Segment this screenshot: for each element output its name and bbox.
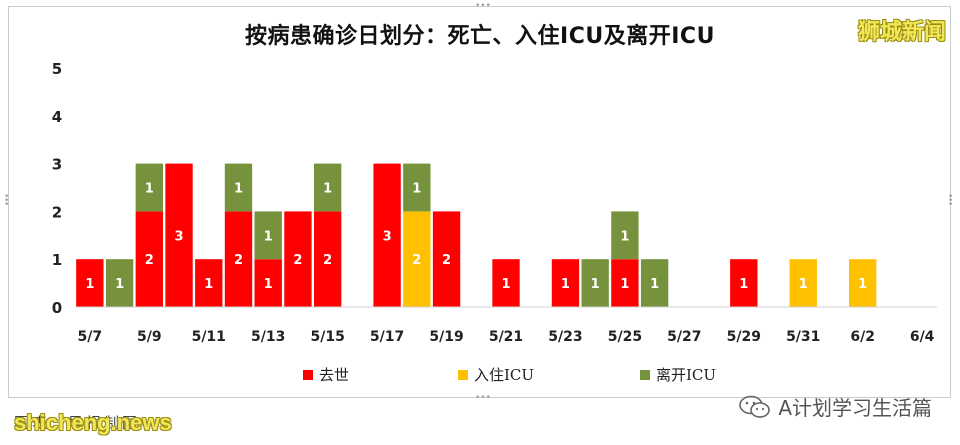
legend-swatch-discharged	[640, 369, 650, 380]
bar-death-5-10	[165, 163, 193, 307]
bar-death-5-23	[551, 259, 580, 307]
y-tick-label: 5	[52, 60, 62, 78]
wechat-icon	[739, 395, 771, 418]
bar-death-5-7	[76, 259, 104, 307]
bar-death-5-11	[195, 259, 223, 307]
data-label-death-5-29: 1	[739, 277, 748, 292]
x-tick-label: 5/11	[192, 329, 226, 345]
legend-label-icu: 入住ICU	[474, 366, 535, 384]
y-tick-label: 2	[52, 203, 62, 221]
x-tick-label: 5/21	[489, 329, 523, 345]
watermark-bottom: shicheng.news	[14, 410, 172, 435]
data-label-death-5-7: 1	[85, 277, 94, 292]
bar-icu-6-2	[849, 259, 877, 307]
x-tick-label: 6/2	[850, 329, 875, 345]
bar-death-5-14	[284, 211, 312, 307]
resize-handle-right[interactable]: • • •	[948, 192, 954, 210]
chart-title: 按病患确诊日划分：死亡、入住ICU及离开ICU	[245, 24, 715, 49]
bar-discharged-5-8	[105, 259, 134, 307]
bar-discharged-5-12	[224, 163, 253, 212]
x-tick-label: 5/7	[78, 329, 103, 345]
legend-swatch-death	[303, 369, 313, 380]
data-label-discharged-5-18: 1	[412, 182, 421, 197]
data-label-death-5-11: 1	[204, 277, 213, 292]
wechat-account-name: A计划学习生活篇	[778, 396, 932, 420]
data-label-discharged-5-13: 1	[264, 229, 273, 244]
bar-death-5-29	[730, 259, 758, 307]
data-label-discharged-5-24: 1	[591, 277, 600, 292]
data-label-death-5-15: 2	[323, 253, 332, 268]
source-note: 图表：早报制图	[14, 414, 141, 432]
bar-discharged-5-24	[581, 259, 609, 307]
wechat-account: A计划学习生活篇	[738, 392, 932, 421]
legend-swatch-icu	[458, 369, 468, 380]
data-label-death-5-23: 1	[561, 277, 570, 292]
y-axis: 0 1 2 3 4 5	[52, 60, 62, 317]
bar-discharged-5-18	[403, 163, 431, 212]
data-label-death-5-12: 2	[234, 253, 243, 268]
data-label-death-5-14: 2	[293, 253, 302, 268]
y-tick-label: 1	[52, 251, 62, 269]
resize-handle-bottom[interactable]: •••	[475, 393, 491, 403]
bar-discharged-5-9	[135, 163, 163, 212]
bar-death-5-9	[135, 211, 163, 307]
data-label-discharged-5-8: 1	[115, 277, 124, 292]
data-label-death-5-9: 2	[145, 253, 154, 268]
chart-frame	[8, 6, 951, 398]
x-tick-label: 5/15	[310, 329, 344, 345]
resize-handle-left[interactable]: • • •	[4, 192, 10, 210]
data-label-death-5-10: 3	[175, 229, 184, 244]
bar-discharged-5-15	[313, 163, 342, 212]
bar-icu-5-31	[789, 259, 817, 307]
bar-discharged-5-26	[640, 259, 669, 307]
legend-label-death: 去世	[319, 366, 350, 384]
bars: 1 1 2 1 3 1 2 1 1 1 2 2 1 3 2 1 2 1 1 1 1 1 1 1 1 1	[76, 163, 877, 307]
y-tick-label: 4	[52, 108, 62, 126]
data-label-icu-5-31: 1	[799, 277, 808, 292]
bar-death-5-13	[254, 259, 282, 307]
legend-item-discharged: 离开ICU	[640, 364, 716, 385]
x-tick-label: 5/9	[137, 329, 162, 345]
legend-label-discharged: 离开ICU	[656, 366, 717, 384]
bar-discharged-5-25	[611, 211, 639, 260]
y-tick-label: 0	[52, 299, 62, 317]
x-tick-label: 5/17	[370, 329, 404, 345]
legend-item-icu: 入住ICU	[458, 364, 534, 385]
x-tick-label: 5/13	[251, 329, 285, 345]
data-label-discharged-5-25: 1	[620, 229, 629, 244]
legend-item-death: 去世	[303, 364, 349, 385]
x-tick-label: 5/27	[667, 329, 701, 345]
x-tick-label: 6/4	[910, 329, 935, 345]
x-tick-label: 5/29	[727, 329, 761, 345]
data-label-death-5-25: 1	[620, 277, 629, 292]
resize-handle-top[interactable]: •••	[475, 1, 491, 11]
bar-death-5-12	[224, 211, 253, 307]
data-label-death-5-19: 2	[442, 253, 451, 268]
x-tick-label: 5/19	[429, 329, 463, 345]
legend: 去世 入住ICU 离开ICU	[0, 364, 960, 384]
data-label-death-5-17: 3	[383, 229, 392, 244]
x-tick-label: 5/25	[608, 329, 642, 345]
bar-death-5-17	[373, 163, 401, 307]
x-tick-label: 5/31	[786, 329, 820, 345]
data-label-discharged-5-26: 1	[650, 277, 659, 292]
data-label-discharged-5-12: 1	[234, 182, 243, 197]
data-label-death-5-13: 1	[264, 277, 273, 292]
bar-discharged-5-13	[254, 211, 282, 260]
data-label-icu-6-2: 1	[858, 277, 867, 292]
x-tick-label: 5/23	[548, 329, 582, 345]
bar-death-5-19	[432, 211, 461, 307]
y-tick-label: 3	[52, 156, 62, 174]
data-label-icu-5-18: 2	[412, 253, 421, 268]
data-label-discharged-5-9: 1	[145, 182, 154, 197]
bar-icu-5-18	[403, 211, 431, 307]
data-label-death-5-21: 1	[501, 277, 510, 292]
data-label-discharged-5-15: 1	[323, 182, 332, 197]
bar-death-5-25	[611, 259, 639, 307]
bar-death-5-21	[492, 259, 520, 307]
watermark-top: 狮城新闻	[857, 20, 946, 45]
bar-death-5-15	[313, 211, 342, 307]
x-axis: 5/7 5/9 5/11 5/13 5/15 5/17 5/19 5/21 5/23 5/25 5/…	[78, 329, 935, 345]
